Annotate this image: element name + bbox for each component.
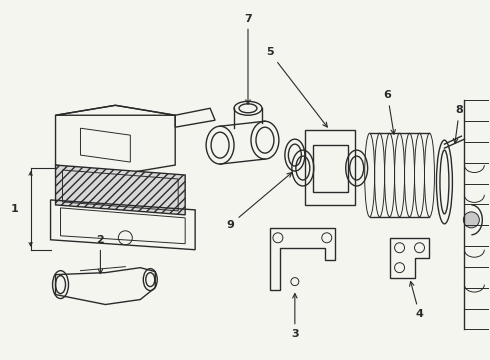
Text: 5: 5: [266, 48, 327, 127]
Text: 7: 7: [244, 14, 252, 104]
Text: 9: 9: [226, 173, 292, 230]
Circle shape: [464, 212, 479, 228]
Polygon shape: [55, 165, 185, 215]
Text: 4: 4: [410, 282, 423, 319]
Text: 6: 6: [384, 90, 395, 134]
Text: 8: 8: [453, 105, 463, 143]
Text: 3: 3: [291, 294, 299, 339]
Text: 1: 1: [11, 204, 19, 214]
Text: 2: 2: [97, 235, 104, 274]
